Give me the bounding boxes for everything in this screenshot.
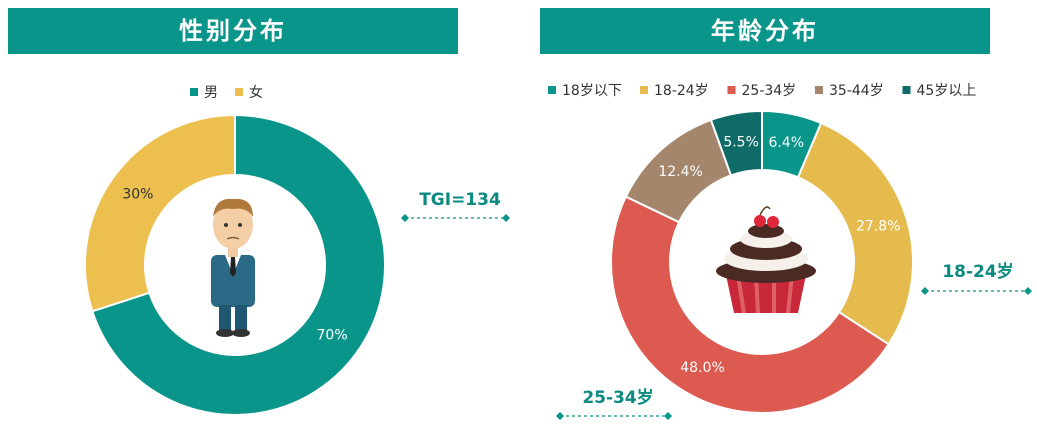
value-label: 5.5% [723,134,759,150]
man-illustration [211,198,255,337]
donut-segment [84,113,236,313]
legend-swatch [902,86,911,94]
legend-label: 18-24岁 [654,83,709,99]
donut-segment [624,118,733,224]
annotation-end [1024,287,1032,295]
donut-segment [761,109,823,179]
chart-title: 年龄分布 [711,17,819,45]
annotation: 25-34岁 [582,387,653,408]
value-label: 27.8% [856,218,900,234]
legend-swatch [190,88,198,96]
annotation-end [502,214,510,222]
annotation-end [556,412,564,420]
value-label: 70% [317,328,348,344]
title-bar [540,8,990,54]
donut-segment [796,121,914,346]
value-label: 6.4% [768,135,804,151]
legend-label: 18岁以下 [562,83,622,99]
value-label: 30% [122,186,153,202]
legend-label: 45岁以上 [917,83,977,99]
legend-label: 女 [249,84,263,101]
legend-swatch [727,86,736,94]
annotation-end [664,412,672,420]
legend-swatch [235,88,243,96]
legend-label: 25-34岁 [742,83,797,99]
annotation-end [921,287,929,295]
chart-title: 性别分布 [179,17,287,45]
cupcake-illustration [716,206,816,314]
legend-swatch [640,86,648,94]
donut-segment [91,113,386,416]
annotation: 18-24岁 [942,261,1013,282]
annotation: TGI=134 [419,190,501,210]
legend-swatch [548,86,556,94]
value-label: 48.0% [680,360,724,376]
value-label: 12.4% [658,164,702,180]
legend-swatch [815,86,823,94]
annotation-end [401,214,409,222]
title-bar [8,8,458,54]
legend-label: 35-44岁 [829,83,884,99]
legend-label: 男 [204,85,218,101]
donut-segment [610,195,891,414]
